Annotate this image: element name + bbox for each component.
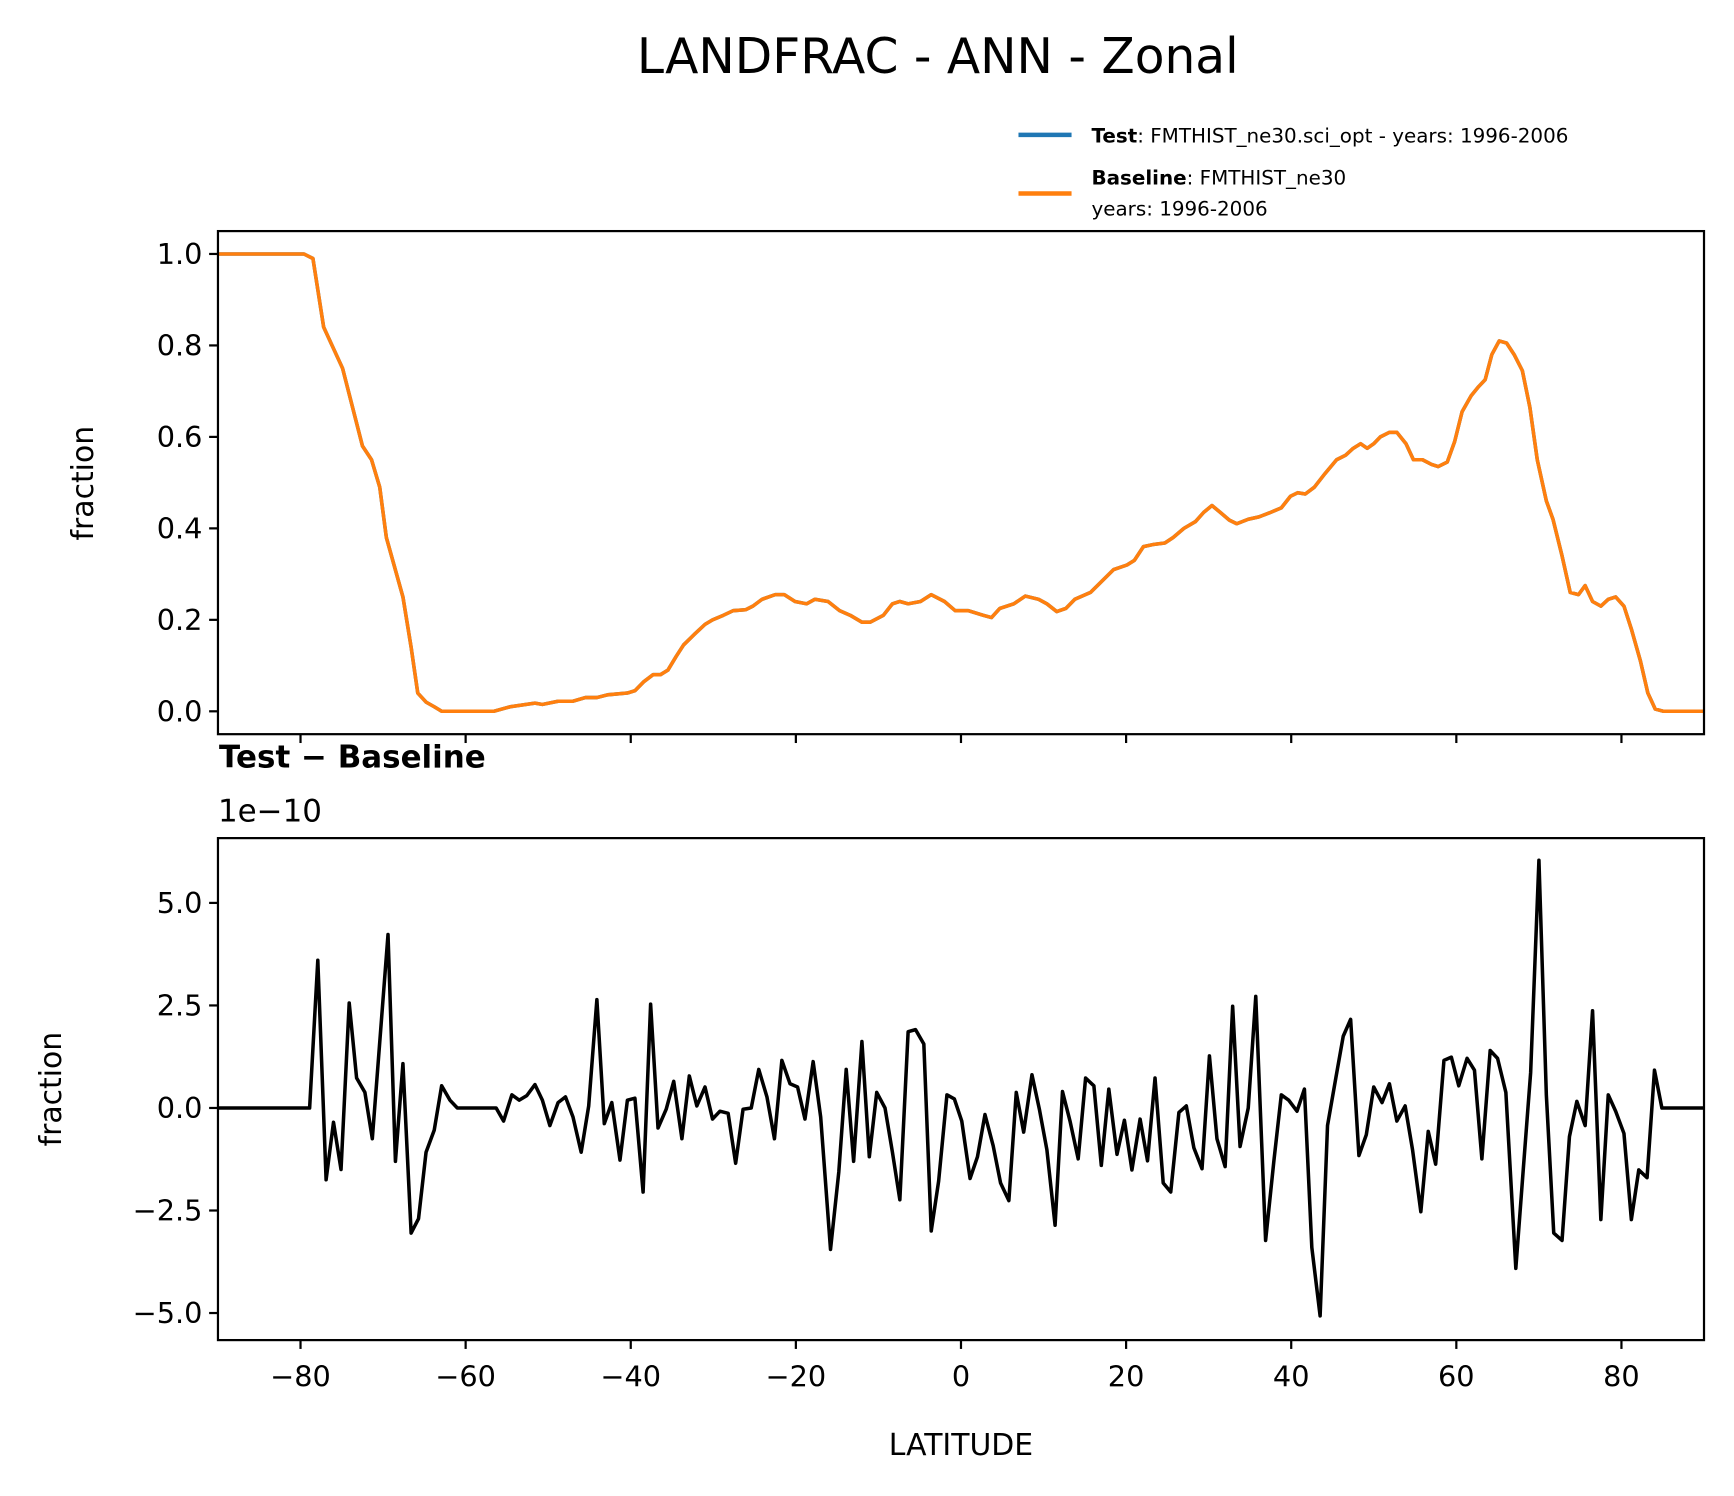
top-series-baseline [217, 252, 1705, 714]
legend-baseline-label: Baseline: FMTHIST_ne30 [1091, 167, 1346, 190]
bottom-series-test-baseline [217, 858, 1705, 1318]
top-ytick-label: 0.2 [157, 603, 203, 637]
legend-test-bold: Test [1091, 125, 1137, 148]
bottom-ytick-label: 5.0 [157, 886, 203, 920]
legend-baseline-years: years: 1996-2006 [1091, 198, 1267, 221]
bottom-xtick-label: 0 [952, 1360, 970, 1394]
top-ytick-label: 1.0 [157, 237, 203, 271]
bottom-panel: −5.0 −2.5 0.0 2.5 5.0 −80 −60 −40 −20 0 20 40 60 80 [133, 837, 1706, 1394]
bottom-ytick-label: −5.0 [133, 1296, 203, 1330]
top-ytick-label: 0.4 [157, 511, 203, 545]
figure-title: LANDFRAC - ANN - Zonal [637, 29, 1239, 85]
bottom-xtick-label: −60 [435, 1360, 496, 1394]
bottom-ytick-label: −2.5 [133, 1193, 203, 1227]
bottom-ylabel: fraction [34, 1032, 69, 1147]
legend: Test: FMTHIST_ne30.sci_opt - years: 1996… [1018, 125, 1568, 221]
legend-test-text: : FMTHIST_ne30.sci_opt - years: 1996-200… [1137, 125, 1568, 148]
bottom-title: Test − Baseline [219, 739, 486, 775]
offset-label: 1e−10 [218, 794, 322, 830]
top-series-test [217, 252, 1705, 714]
bottom-xtick-label: −20 [766, 1360, 827, 1394]
bottom-ytick-label: 0.0 [157, 1091, 203, 1125]
bottom-xtick-label: 40 [1273, 1360, 1310, 1394]
top-ytick-label: 0.8 [157, 328, 203, 362]
top-ylabel: fraction [66, 426, 101, 541]
legend-baseline-bold: Baseline [1091, 167, 1186, 190]
top-panel: 0.0 0.2 0.4 0.6 0.8 1.0 [157, 229, 1706, 744]
bottom-xtick-label: 80 [1603, 1360, 1640, 1394]
bottom-ytick-label: 2.5 [157, 988, 203, 1022]
bottom-xtick-label: 60 [1438, 1360, 1475, 1394]
xlabel: LATITUDE [889, 1428, 1033, 1463]
legend-test-label: Test: FMTHIST_ne30.sci_opt - years: 1996… [1091, 125, 1568, 148]
top-ytick-label: 0.0 [157, 694, 203, 728]
top-ytick-label: 0.6 [157, 420, 203, 454]
legend-baseline-text: : FMTHIST_ne30 [1187, 167, 1346, 190]
bottom-xtick-label: 20 [1108, 1360, 1145, 1394]
bottom-xtick-label: −40 [600, 1360, 661, 1394]
top-axes-frame [216, 229, 1706, 736]
bottom-xtick-label: −80 [270, 1360, 331, 1394]
